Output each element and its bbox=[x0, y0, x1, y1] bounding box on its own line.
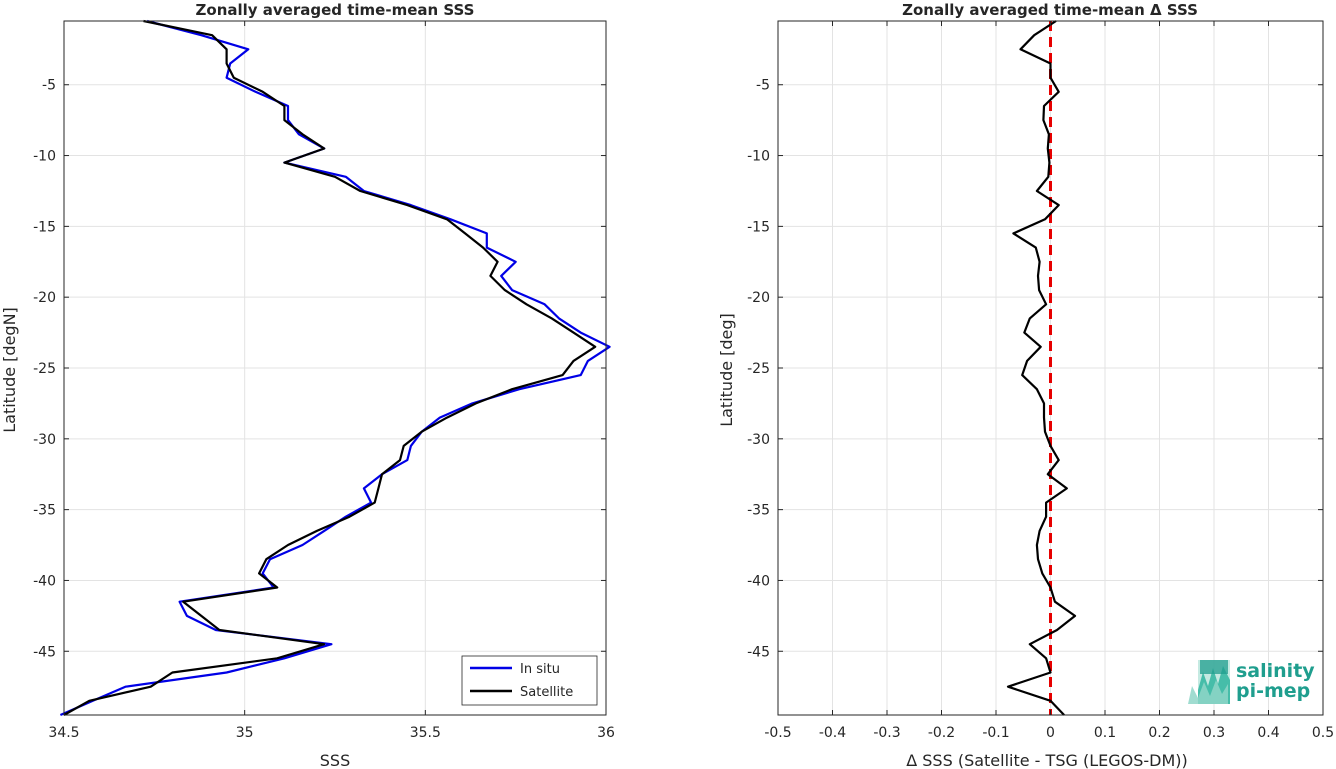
legend-label-satellite: Satellite bbox=[520, 685, 573, 700]
delta-xtick-label: 0.3 bbox=[1203, 725, 1225, 741]
sss-lines bbox=[59, 19, 611, 717]
delta-lines bbox=[1006, 20, 1077, 716]
logo-text-salinity: salinity bbox=[1236, 660, 1315, 682]
sss-panel: 34.5 35 35.5 36 -5 -10 -15 -20 -25 -30 -35 -40 -45 Z… bbox=[0, 1, 615, 769]
delta-ytick-label: -20 bbox=[747, 290, 770, 306]
delta-xtick-label: 0.2 bbox=[1148, 725, 1170, 741]
delta-ytick-label: -30 bbox=[747, 432, 770, 448]
delta-xtick-label: 0.1 bbox=[1094, 725, 1116, 741]
delta-ticks: -0.5 -0.4 -0.3 -0.2 -0.1 0 0.1 0.2 0.3 0.4 0.5 -5 -1… bbox=[747, 21, 1334, 741]
delta-xtick-label: 0.4 bbox=[1257, 725, 1279, 741]
sss-x-axis-label: SSS bbox=[320, 751, 350, 769]
delta-xtick-label: -0.2 bbox=[928, 725, 955, 741]
sss-y-axis-label: Latitude [degN] bbox=[0, 307, 19, 433]
delta-ytick-label: -15 bbox=[747, 219, 770, 235]
delta-chart-title: Zonally averaged time-mean Δ SSS bbox=[902, 1, 1198, 19]
sss-ytick-label: -25 bbox=[33, 361, 56, 377]
sss-series-line-satellite bbox=[63, 19, 597, 716]
delta-ytick-label: -40 bbox=[747, 573, 770, 589]
salinity-pi-mep-logo: salinity pi-mep bbox=[1188, 660, 1315, 704]
delta-y-axis-label: Latitude [deg] bbox=[717, 313, 736, 427]
sss-ytick-label: -35 bbox=[33, 503, 56, 519]
delta-ytick-label: -5 bbox=[756, 78, 770, 94]
delta-ytick-label: -35 bbox=[747, 503, 770, 519]
logo-text-pi-mep: pi-mep bbox=[1236, 680, 1310, 702]
sss-ytick-label: -20 bbox=[33, 290, 56, 306]
delta-ytick-label: -25 bbox=[747, 361, 770, 377]
sss-ytick-label: -10 bbox=[33, 149, 56, 165]
sss-ytick-label: -5 bbox=[42, 78, 56, 94]
legend-box bbox=[461, 655, 598, 706]
delta-xtick-label: 0.5 bbox=[1312, 725, 1334, 741]
sss-ytick-label: -45 bbox=[33, 644, 56, 660]
sss-ytick-label: -40 bbox=[33, 573, 56, 589]
delta-xtick-label: -0.5 bbox=[764, 725, 791, 741]
sss-ticks: 34.5 35 35.5 36 -5 -10 -15 -20 -25 -30 -35 -40 -45 bbox=[33, 21, 615, 741]
sss-legend: In situ Satellite bbox=[461, 655, 598, 706]
delta-xtick-label: 0 bbox=[1046, 725, 1055, 741]
sss-ytick-label: -30 bbox=[33, 432, 56, 448]
delta-series-line-difference bbox=[1006, 20, 1077, 716]
sss-xtick-label: 35.5 bbox=[410, 725, 441, 741]
delta-ytick-label: -10 bbox=[747, 149, 770, 165]
delta-xtick-label: -0.1 bbox=[982, 725, 1009, 741]
sss-grid bbox=[63, 21, 607, 715]
sss-ytick-label: -15 bbox=[33, 219, 56, 235]
sss-chart-title: Zonally averaged time-mean SSS bbox=[196, 1, 475, 19]
sss-xtick-label: 36 bbox=[597, 725, 615, 741]
logo-wave-graphic bbox=[1188, 660, 1230, 704]
delta-ytick-label: -45 bbox=[747, 644, 770, 660]
delta-x-axis-label: Δ SSS (Satellite - TSG (LEGOS-DM)) bbox=[906, 751, 1188, 769]
sss-xtick-label: 34.5 bbox=[48, 725, 79, 741]
delta-xtick-label: -0.3 bbox=[873, 725, 900, 741]
delta-sss-panel: -0.5 -0.4 -0.3 -0.2 -0.1 0 0.1 0.2 0.3 0.4 0.5 -5 -1… bbox=[717, 1, 1334, 769]
delta-xtick-label: -0.4 bbox=[819, 725, 846, 741]
legend-label-in-situ: In situ bbox=[520, 662, 560, 677]
sss-xtick-label: 35 bbox=[236, 725, 254, 741]
